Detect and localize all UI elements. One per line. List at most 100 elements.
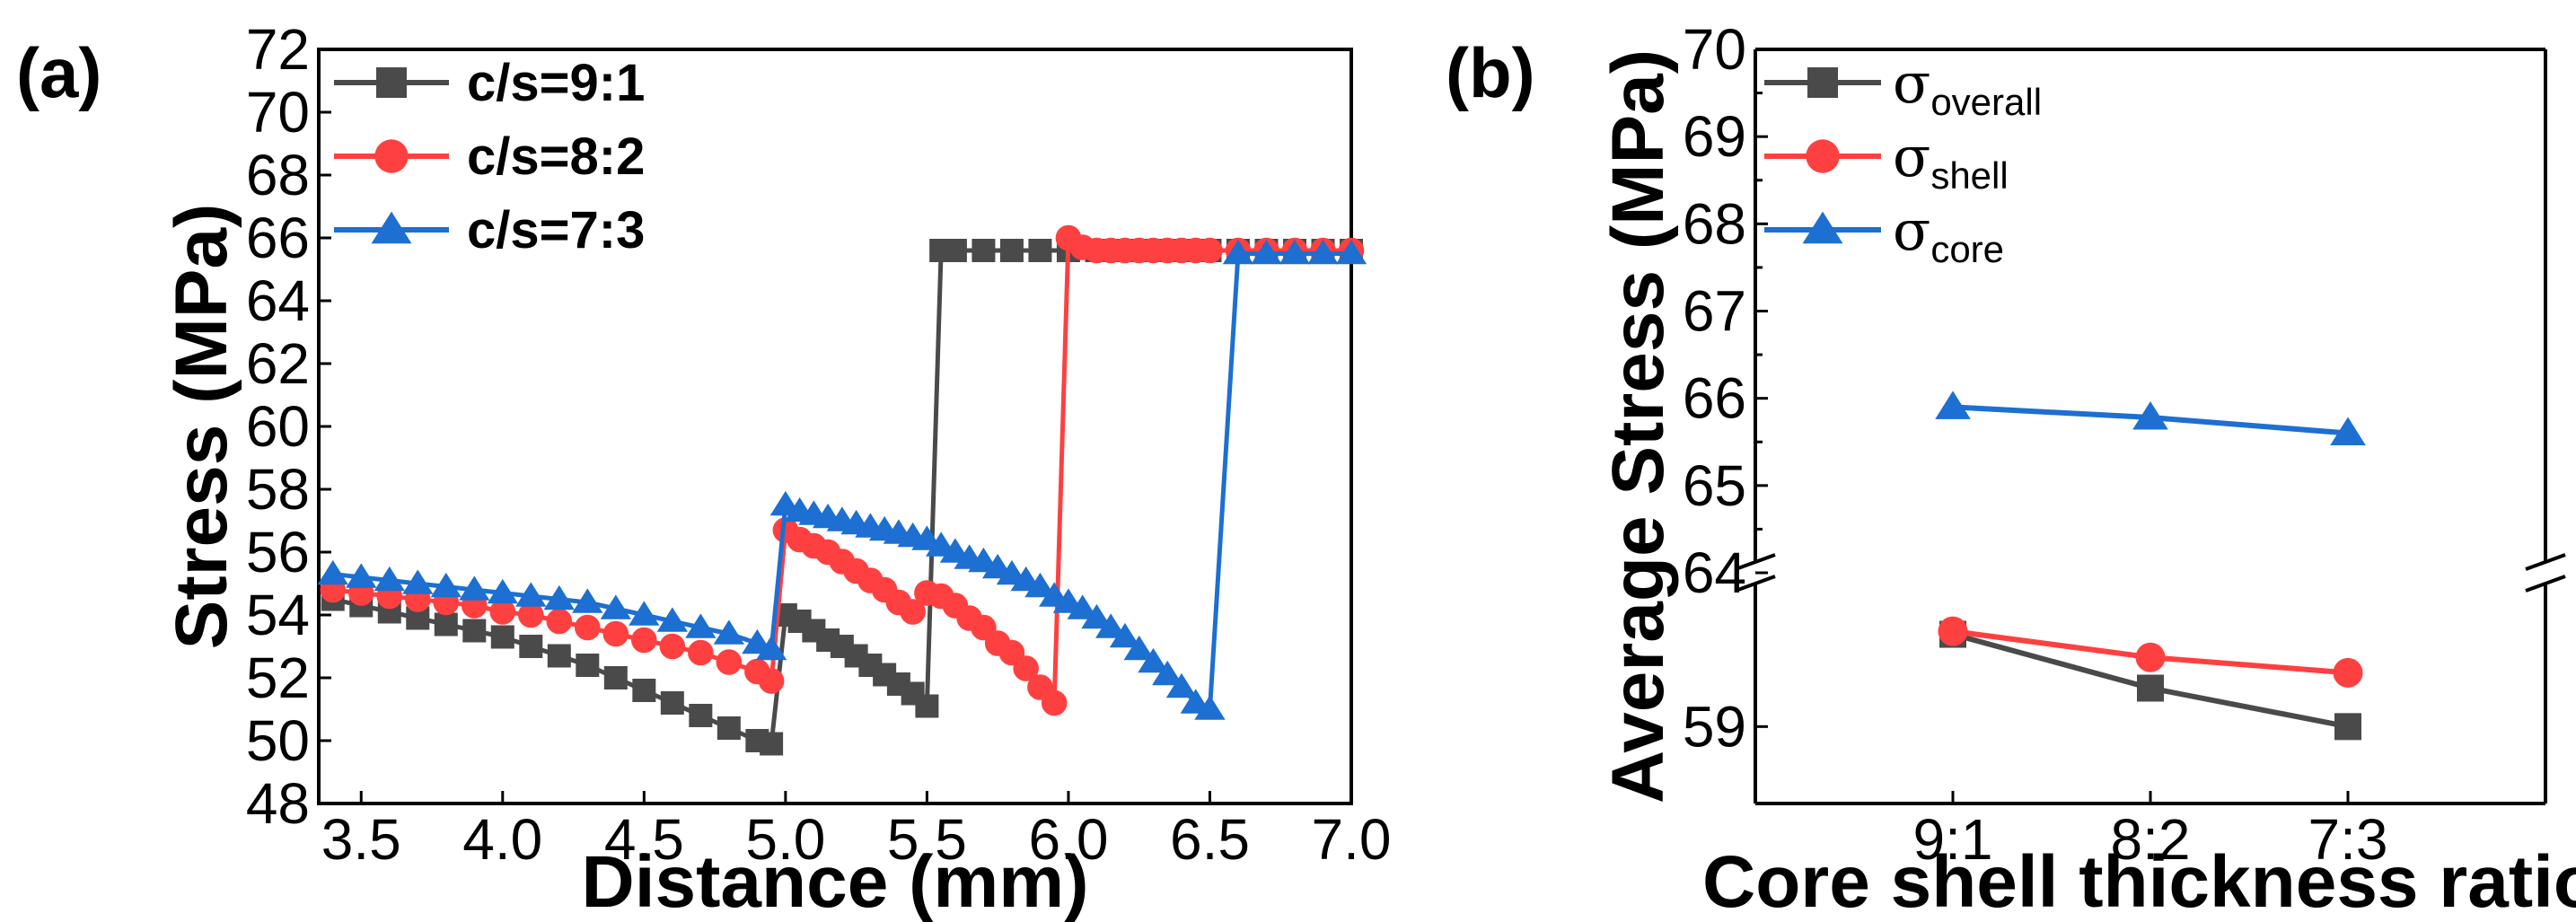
legend-label-sigma-b: σ	[1893, 198, 1930, 263]
data-point-a	[1222, 239, 1254, 265]
data-point-b	[2334, 713, 2361, 741]
y-tick-label-b: 65	[1683, 453, 1746, 518]
data-point-a	[603, 666, 628, 689]
legend-marker-b	[1802, 211, 1843, 244]
data-point-a	[374, 566, 405, 592]
data-point-a	[971, 239, 996, 262]
axis-break-mark-b	[2525, 553, 2566, 571]
data-point-a	[575, 614, 601, 641]
data-point-a	[459, 575, 490, 601]
data-point-a	[688, 639, 714, 666]
data-point-b	[2135, 642, 2166, 672]
y-tick-label-b: 66	[1683, 366, 1746, 431]
x-tick-label-a: 6.5	[1170, 807, 1250, 872]
legend-label-b: σoverall	[1893, 50, 2042, 123]
data-point-a	[402, 569, 434, 594]
data-point-a	[631, 627, 657, 654]
x-tick-label-a: 5.0	[745, 807, 825, 872]
data-point-a	[629, 601, 660, 626]
legend-marker-b	[1807, 67, 1838, 98]
data-point-a	[317, 559, 348, 585]
data-point-a	[1152, 660, 1183, 686]
data-point-a	[1279, 239, 1311, 265]
data-point-a	[1251, 239, 1282, 265]
y-tick-label-a: 68	[246, 143, 310, 207]
data-point-a	[900, 599, 926, 625]
data-point-a	[1197, 237, 1223, 264]
series-line-a	[332, 248, 1351, 746]
legend-label-a: c/s=8:2	[467, 127, 645, 186]
y-tick-label-b: 67	[1683, 279, 1746, 344]
data-point-a	[1067, 594, 1098, 619]
legend-marker-a	[376, 67, 407, 98]
data-point-a	[518, 601, 544, 628]
data-point-a	[689, 704, 713, 727]
data-point-a	[519, 635, 543, 658]
data-point-a	[716, 649, 743, 675]
series-b-overall	[1939, 620, 2361, 741]
x-tick-label-b: 8:2	[2111, 807, 2191, 872]
data-point-a	[430, 572, 462, 598]
data-point-b	[2330, 417, 2366, 446]
data-point-a	[1109, 622, 1141, 648]
x-tick-label-a: 4.5	[604, 807, 684, 872]
y-tick-label-a: 70	[246, 80, 310, 145]
data-point-a	[547, 644, 571, 668]
x-axis-title-a: Distance (mm)	[581, 841, 1088, 922]
x-tick-label-a: 4.0	[462, 807, 542, 872]
x-tick-label-a: 5.5	[887, 807, 967, 872]
y-tick-label-a: 56	[246, 520, 310, 584]
data-point-a	[755, 635, 787, 661]
data-point-a	[1028, 239, 1052, 262]
data-point-a	[462, 619, 487, 643]
data-point-a	[717, 716, 741, 740]
y-tick-label-b: 70	[1683, 17, 1746, 82]
y-tick-label-a: 48	[246, 771, 310, 836]
data-point-a	[576, 654, 600, 677]
data-point-a	[999, 239, 1024, 262]
data-point-a	[1165, 672, 1198, 698]
data-point-b	[1938, 616, 1968, 646]
axis-break-mark-b	[2525, 575, 2566, 593]
data-point-a	[572, 588, 603, 613]
data-point-a	[543, 584, 575, 610]
series-a-triangle	[317, 239, 1367, 720]
data-point-a	[713, 619, 745, 645]
x-tick-label-b: 9:1	[1913, 807, 1993, 872]
legend-label-b: σshell	[1893, 124, 2009, 197]
data-point-a	[1095, 613, 1127, 638]
data-point-a	[1123, 635, 1155, 661]
y-tick-label-b: 59	[1683, 694, 1746, 759]
y-tick-label-a: 60	[246, 394, 310, 459]
panel-label-a: (a)	[16, 33, 101, 112]
data-point-a	[659, 633, 686, 660]
data-point-a	[1307, 239, 1339, 265]
y-tick-label-a: 64	[246, 268, 310, 333]
data-point-a	[515, 582, 547, 607]
legend-label-sub-b: core	[1930, 228, 2004, 270]
axis-break-mark-b	[1735, 575, 1776, 593]
y-tick-label-a: 54	[246, 583, 310, 647]
data-point-a	[490, 625, 514, 649]
panel-label-b: (b)	[1446, 33, 1535, 112]
legend-marker-a	[374, 139, 409, 173]
y-tick-label-b: 68	[1683, 191, 1746, 256]
x-tick-label-a: 3.5	[321, 807, 401, 872]
y-axis-title-a: Stress (MPa)	[161, 204, 242, 650]
data-point-a	[758, 668, 785, 694]
series-a-square	[321, 239, 1363, 756]
data-point-a	[489, 599, 516, 625]
x-tick-label-b: 7:3	[2308, 807, 2388, 872]
legend-label-a: c/s=7:3	[467, 201, 645, 259]
data-point-b	[2333, 657, 2363, 688]
y-tick-label-a: 66	[246, 206, 310, 270]
data-point-a	[1335, 239, 1367, 265]
x-tick-label-a: 7.0	[1312, 807, 1392, 872]
data-point-a	[915, 694, 939, 718]
y-tick-label-a: 62	[246, 331, 310, 396]
data-point-b	[2132, 401, 2168, 430]
data-point-a	[760, 732, 784, 756]
